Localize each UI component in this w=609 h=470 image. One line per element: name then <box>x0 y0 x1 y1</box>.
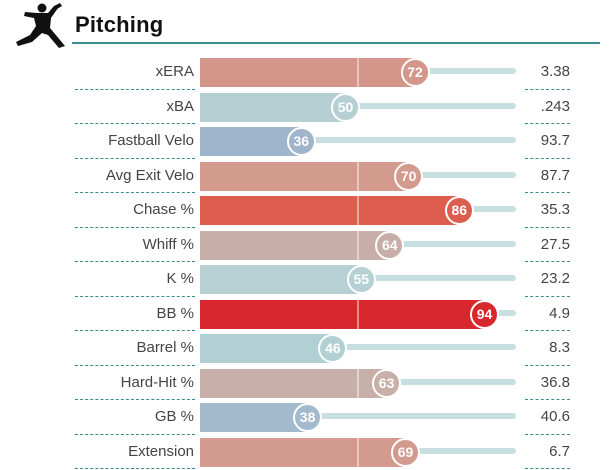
row-divider <box>75 226 195 228</box>
metric-label: Barrel % <box>136 339 194 356</box>
metric-label: BB % <box>156 304 194 322</box>
row-divider <box>525 433 570 435</box>
percentile-bar <box>200 299 483 329</box>
row-divider <box>525 364 570 366</box>
percentile-bubble: 46 <box>318 334 348 363</box>
metric-value: 6.7 <box>549 442 570 460</box>
metric-value: 93.7 <box>540 132 570 149</box>
metric-row: Whiff % 64 27.5 <box>0 228 609 262</box>
metric-row: Chase % 86 35.3 <box>0 193 609 228</box>
percentile-bar <box>200 196 458 225</box>
row-divider <box>525 226 570 228</box>
percentile-bar <box>200 230 388 260</box>
metric-row: Extension 69 6.7 <box>0 435 609 469</box>
percentile-track <box>200 344 516 350</box>
metric-label: Chase % <box>133 201 194 218</box>
metric-row: Hard-Hit % 63 36.8 <box>0 366 609 400</box>
percentile-bar <box>200 265 360 294</box>
percentile-bubble: 72 <box>400 58 430 87</box>
row-divider <box>75 88 195 90</box>
row-divider <box>525 330 570 331</box>
percentile-bubble: 55 <box>346 265 376 294</box>
percentile-bubble: 86 <box>444 196 474 225</box>
row-divider <box>75 330 195 331</box>
percentile-track <box>200 413 516 419</box>
median-gridline <box>357 368 359 398</box>
metric-value: .243 <box>540 97 570 115</box>
metric-value: 4.9 <box>549 304 570 322</box>
metric-value: 87.7 <box>540 166 570 184</box>
percentile-bubble: 50 <box>331 92 360 122</box>
percentile-bubble: 36 <box>286 127 316 156</box>
metric-row: xERA 72 3.38 <box>0 55 609 90</box>
row-divider <box>75 261 195 262</box>
percentile-bubble: 94 <box>470 299 500 329</box>
row-divider <box>75 123 195 124</box>
metric-label: K % <box>166 270 194 287</box>
row-divider <box>75 157 195 159</box>
row-divider <box>525 399 570 400</box>
pitcher-icon <box>16 3 65 48</box>
metric-value: 8.3 <box>549 339 570 356</box>
metric-row: Barrel % 46 8.3 <box>0 331 609 366</box>
median-gridline <box>357 58 359 87</box>
percentile-bubble: 70 <box>394 161 424 191</box>
metric-row: GB % 38 40.6 <box>0 400 609 435</box>
row-divider <box>75 364 195 366</box>
row-divider <box>75 468 195 469</box>
section-title: Pitching <box>75 12 164 37</box>
percentile-bubble: 64 <box>375 230 405 260</box>
metric-value: 40.6 <box>540 408 570 425</box>
metric-label: Fastball Velo <box>108 132 194 149</box>
percentile-bar <box>200 127 300 156</box>
metric-row: Avg Exit Velo 70 87.7 <box>0 159 609 193</box>
metric-label: Whiff % <box>142 235 194 253</box>
metric-value: 27.5 <box>540 235 570 253</box>
row-divider <box>75 295 195 297</box>
row-divider <box>525 123 570 124</box>
row-divider <box>525 468 570 469</box>
percentile-bar <box>200 334 331 363</box>
row-divider <box>525 295 570 297</box>
metric-row: xBA 50 .243 <box>0 90 609 124</box>
metric-value: 35.3 <box>540 201 570 218</box>
percentile-bubble: 63 <box>372 368 402 398</box>
percentile-track <box>200 137 516 143</box>
percentile-bubble: 69 <box>391 437 421 467</box>
metric-value: 36.8 <box>540 373 570 391</box>
median-gridline <box>357 196 359 225</box>
header-divider <box>72 42 600 44</box>
metric-label: Hard-Hit % <box>120 373 194 391</box>
metric-value: 3.38 <box>540 63 570 80</box>
median-gridline <box>357 230 359 260</box>
median-gridline <box>357 299 359 329</box>
percentile-bar <box>200 437 404 467</box>
metric-row: BB % 94 4.9 <box>0 297 609 331</box>
row-divider <box>75 399 195 400</box>
metric-row: Fastball Velo 36 93.7 <box>0 124 609 159</box>
median-gridline <box>357 437 359 467</box>
metric-row: K % 55 23.2 <box>0 262 609 297</box>
metric-label: GB % <box>154 408 194 425</box>
metric-value: 23.2 <box>540 270 570 287</box>
median-gridline <box>357 161 359 191</box>
row-divider <box>75 433 195 435</box>
percentile-bar <box>200 58 414 87</box>
percentile-bubble: 38 <box>293 403 323 432</box>
row-divider <box>525 261 570 262</box>
row-divider <box>525 157 570 159</box>
percentile-bar <box>200 403 306 432</box>
percentile-bar <box>200 92 344 122</box>
section-header: Pitching <box>0 0 609 50</box>
row-divider <box>75 192 195 193</box>
row-divider <box>525 192 570 193</box>
percentile-bar <box>200 368 385 398</box>
percentile-bar <box>200 161 407 191</box>
metric-label: Avg Exit Velo <box>105 166 194 184</box>
metric-label: xBA <box>166 97 194 115</box>
row-divider <box>525 88 570 90</box>
metric-label: Extension <box>128 442 194 460</box>
metric-label: xERA <box>155 63 194 80</box>
